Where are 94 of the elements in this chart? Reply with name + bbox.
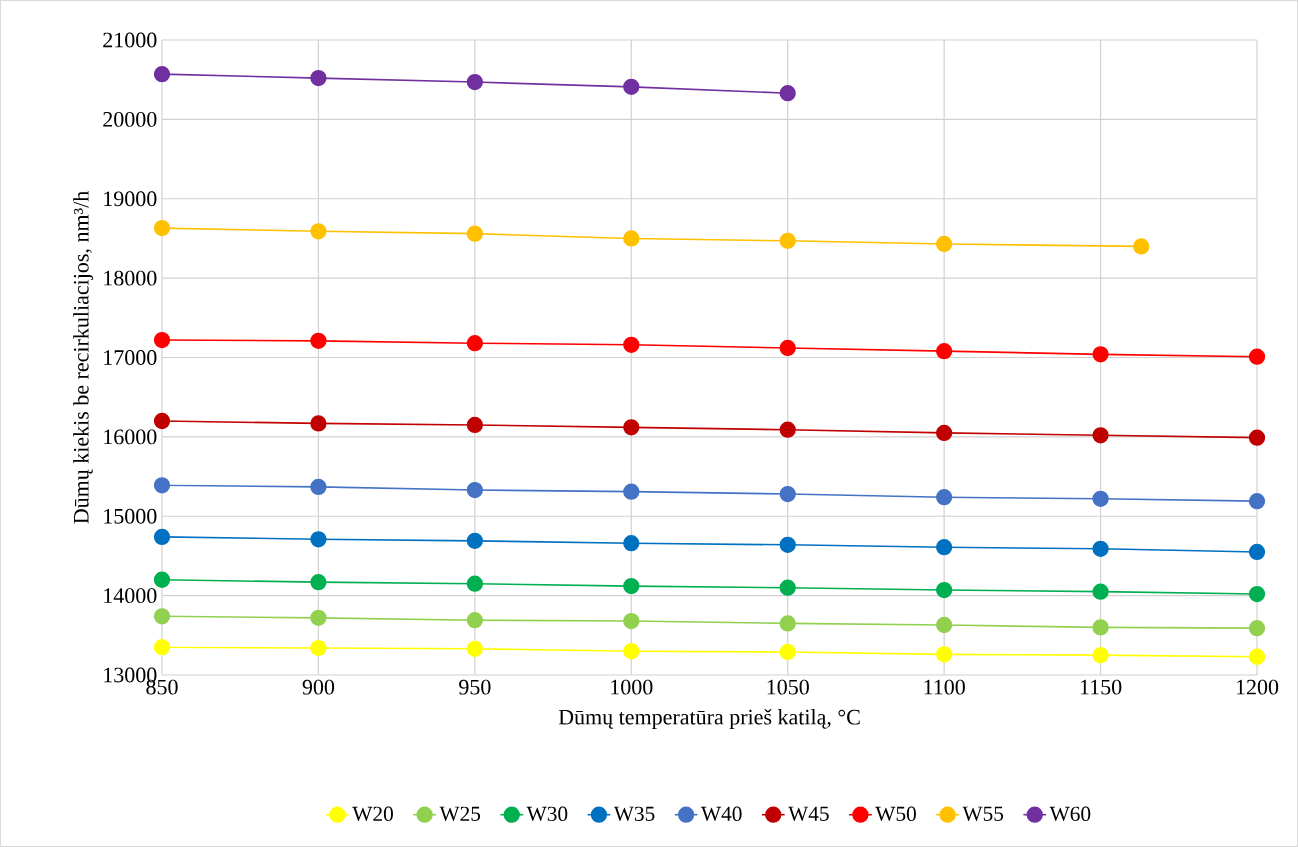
x-tick-label: 950 [459, 679, 491, 695]
point [779, 85, 796, 102]
y-tick-label: 17000 [104, 350, 157, 365]
point [936, 646, 953, 663]
point [153, 219, 171, 237]
legend-label: W50 [875, 806, 916, 822]
point [779, 485, 796, 503]
y-tick-label: 18000 [104, 270, 157, 286]
point [1092, 540, 1109, 557]
y-tick-label: 21000 [103, 32, 157, 48]
point [1248, 543, 1266, 561]
legend-label: W20 [352, 806, 393, 822]
point [936, 343, 953, 360]
point [310, 415, 327, 432]
point [1092, 490, 1109, 507]
point [623, 336, 640, 353]
x-axis-title: Dūmų temperatūra prieš katilą, °C [558, 709, 860, 730]
point [1248, 493, 1266, 510]
point [623, 577, 640, 595]
point [623, 612, 640, 630]
point [466, 481, 483, 499]
point [936, 539, 953, 556]
legend-label: W55 [962, 806, 1004, 821]
point [1248, 348, 1266, 365]
point [1248, 620, 1266, 637]
point [779, 615, 796, 632]
point [779, 643, 796, 661]
point [153, 66, 171, 83]
x-tick-label: 1050 [767, 679, 809, 695]
point [779, 579, 796, 596]
point [936, 235, 953, 253]
point [153, 639, 171, 656]
point [1092, 427, 1109, 444]
point [466, 335, 483, 352]
point [623, 230, 640, 247]
point [1248, 429, 1266, 446]
point [310, 574, 327, 591]
legend-label: W25 [439, 806, 481, 822]
point [153, 331, 171, 349]
point [1248, 585, 1266, 603]
point [310, 639, 327, 657]
point [466, 225, 483, 242]
point [310, 69, 327, 87]
x-tick-label: 1200 [1236, 679, 1279, 695]
y-axis-title: Dūmų kiekis be recirkuliacijos, nm³/h [73, 191, 94, 524]
point [1092, 647, 1109, 664]
point [153, 477, 171, 494]
x-tick-label: 1000 [611, 679, 653, 695]
point [466, 612, 483, 629]
point [623, 483, 640, 500]
point [153, 528, 171, 546]
x-tick-label: 900 [302, 679, 335, 695]
point [623, 643, 640, 660]
point [466, 73, 483, 91]
point [936, 489, 953, 506]
legend-label: W45 [788, 806, 829, 822]
point [623, 419, 640, 436]
point [466, 416, 483, 434]
y-tick-label: 15000 [104, 508, 157, 524]
point [466, 640, 483, 657]
point [936, 581, 953, 599]
point [936, 424, 953, 442]
point [310, 609, 327, 626]
x-tick-label: 1150 [1080, 679, 1122, 695]
point [310, 531, 327, 548]
point [779, 421, 796, 438]
point [623, 535, 640, 552]
point [153, 608, 171, 625]
legend-label: W30 [526, 806, 568, 822]
y-tick-label: 14000 [104, 588, 157, 604]
point [1092, 619, 1109, 636]
legend-label: W60 [1049, 806, 1091, 822]
point [623, 78, 640, 95]
point [779, 339, 796, 357]
point [153, 571, 171, 588]
point [779, 536, 796, 553]
y-tick-label: 20000 [103, 111, 157, 127]
point [310, 223, 327, 240]
point [153, 412, 171, 430]
point [1092, 583, 1109, 600]
point [310, 332, 327, 349]
y-tick-label: 19000 [104, 191, 157, 207]
legend-label: W40 [700, 806, 742, 822]
point [466, 575, 483, 592]
point [779, 232, 796, 249]
point [936, 616, 953, 634]
y-tick-label: 16000 [104, 429, 157, 445]
point [466, 532, 483, 549]
legend-label: W35 [613, 806, 655, 822]
point [1133, 238, 1150, 255]
x-tick-label: 1100 [924, 679, 965, 695]
point [1248, 648, 1266, 665]
point [310, 478, 327, 496]
point [1092, 346, 1109, 363]
